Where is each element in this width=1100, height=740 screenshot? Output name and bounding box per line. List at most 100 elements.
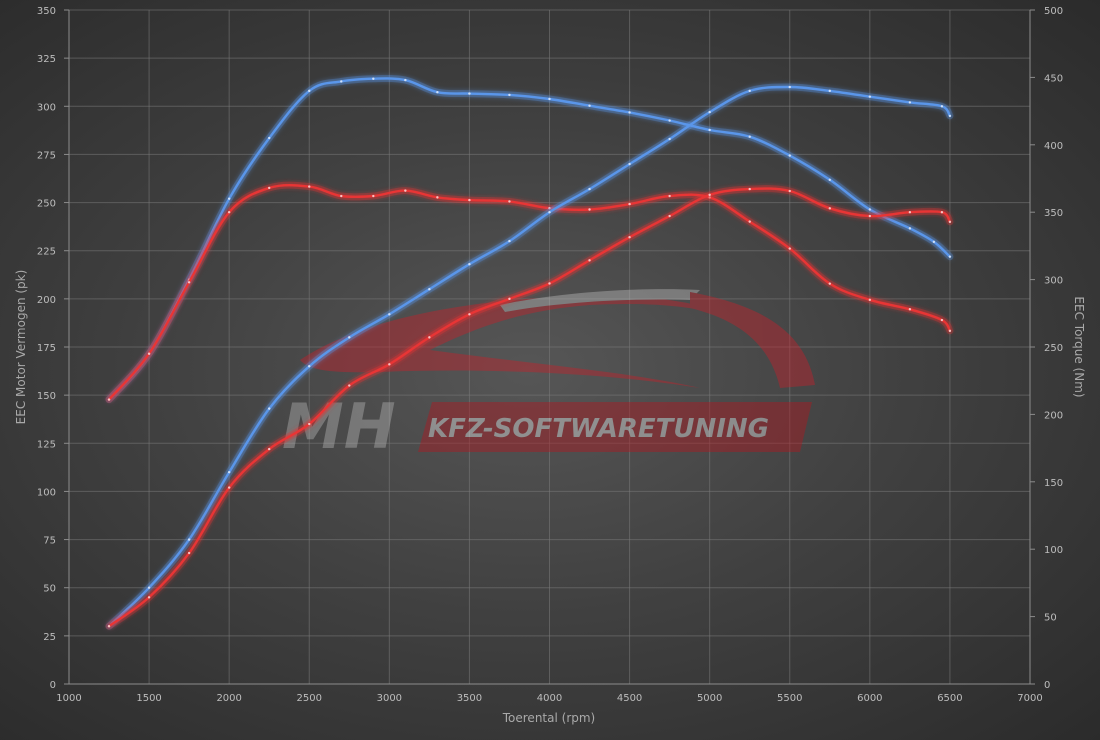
series-torque-stock: [105, 181, 954, 404]
data-point: [268, 136, 271, 140]
data-point: [588, 187, 591, 191]
data-point: [340, 194, 343, 198]
data-point: [468, 262, 471, 266]
data-point: [828, 282, 831, 285]
watermark-banner: [418, 402, 812, 452]
x-axis-title: Toerental (rpm): [502, 711, 595, 725]
y-right-tick-label: 50: [1044, 613, 1057, 624]
series-torque-tuned: [105, 74, 954, 404]
y-right-tick-label: 400: [1044, 141, 1063, 152]
y-left-tick-label: 300: [37, 102, 56, 113]
data-point: [708, 128, 711, 132]
data-point: [548, 97, 551, 101]
watermark-car-silhouette: [300, 295, 740, 388]
data-point: [868, 214, 872, 218]
y-right-tick-label: 350: [1044, 208, 1063, 219]
watermark-logo: MH KFZ-SOFTWARETUNING: [282, 289, 815, 463]
y-left-tick-label: 250: [37, 199, 56, 210]
y-right-tick-label: 100: [1044, 545, 1063, 556]
x-tick-label: 3000: [377, 693, 402, 704]
data-point: [508, 93, 511, 97]
data-point: [308, 185, 311, 188]
x-tick-label: 4000: [537, 693, 562, 704]
data-point: [268, 407, 271, 410]
axes: 1000 1500 2000 2500 3000 3500 4000 4500 5000 5500…: [37, 6, 1063, 704]
y-left-tick-label: 0: [50, 680, 56, 691]
data-point: [508, 297, 511, 301]
data-point: [436, 91, 439, 94]
data-point: [468, 313, 471, 316]
data-point: [107, 625, 111, 628]
x-tick-label: 2500: [297, 693, 322, 704]
data-point: [940, 105, 944, 108]
data-point: [468, 92, 471, 95]
data-point: [748, 220, 751, 223]
y-left-tick-label: 25: [43, 632, 56, 643]
series-power-tuned: [105, 83, 954, 630]
data-point: [748, 135, 751, 138]
data-point: [908, 308, 912, 311]
data-point: [508, 200, 511, 203]
y-right-tick-label: 300: [1044, 276, 1063, 287]
data-point: [548, 282, 551, 285]
data-point: [308, 422, 311, 426]
data-point: [940, 318, 944, 322]
watermark-brand: MH: [282, 390, 396, 463]
data-point: [868, 208, 872, 211]
y-left-tick-label: 200: [37, 295, 56, 306]
y-left-tick-label: 325: [37, 54, 56, 65]
y-right-tick-label: 200: [1044, 410, 1063, 421]
data-point: [436, 196, 439, 199]
x-tick-label: 6500: [937, 693, 962, 704]
data-point: [588, 208, 591, 211]
data-point: [868, 95, 872, 98]
data-point: [868, 298, 872, 302]
y-left-tick-label: 150: [37, 391, 56, 402]
data-point: [308, 89, 311, 93]
data-point: [147, 352, 151, 355]
x-tick-label: 5500: [777, 693, 802, 704]
data-point: [788, 154, 791, 157]
data-point: [828, 207, 831, 210]
data-point: [948, 220, 952, 224]
series-line: [107, 85, 952, 628]
y-left-tick-label: 275: [37, 150, 56, 161]
data-point: [372, 77, 375, 80]
data-point: [788, 85, 791, 89]
y-right-tick-label: 500: [1044, 6, 1063, 17]
data-point: [828, 178, 831, 182]
data-point: [668, 119, 671, 122]
data-point: [948, 114, 952, 118]
y-left-tick-label: 225: [37, 247, 56, 258]
data-point: [404, 189, 407, 192]
data-point: [588, 259, 591, 262]
data-point: [428, 336, 431, 339]
data-point: [628, 111, 631, 114]
y-left-tick-label: 175: [37, 343, 56, 354]
data-point: [187, 281, 191, 284]
data-point: [468, 198, 471, 202]
data-point: [748, 187, 751, 191]
y-left-tick-label: 125: [37, 439, 56, 450]
data-point: [348, 336, 351, 339]
data-point: [668, 214, 671, 218]
data-point: [227, 470, 231, 474]
data-point: [628, 162, 631, 166]
series-line: [107, 77, 952, 401]
data-point: [404, 78, 407, 82]
x-tick-label: 1000: [56, 693, 81, 704]
data-point: [908, 101, 912, 104]
series-line-glow: [105, 83, 954, 630]
y-axis-left-title: EEC Motor Vermogen (pk): [14, 270, 28, 425]
data-point: [308, 365, 311, 368]
data-point: [908, 211, 912, 214]
y-left-tick-label: 75: [43, 536, 56, 547]
data-point: [227, 211, 231, 214]
y-left-tick-label: 50: [43, 584, 56, 595]
data-point: [788, 247, 791, 250]
data-point: [388, 313, 391, 316]
y-right-tick-label: 0: [1044, 680, 1050, 691]
watermark-swoosh-top: [500, 289, 700, 312]
grid: [68, 9, 1031, 685]
